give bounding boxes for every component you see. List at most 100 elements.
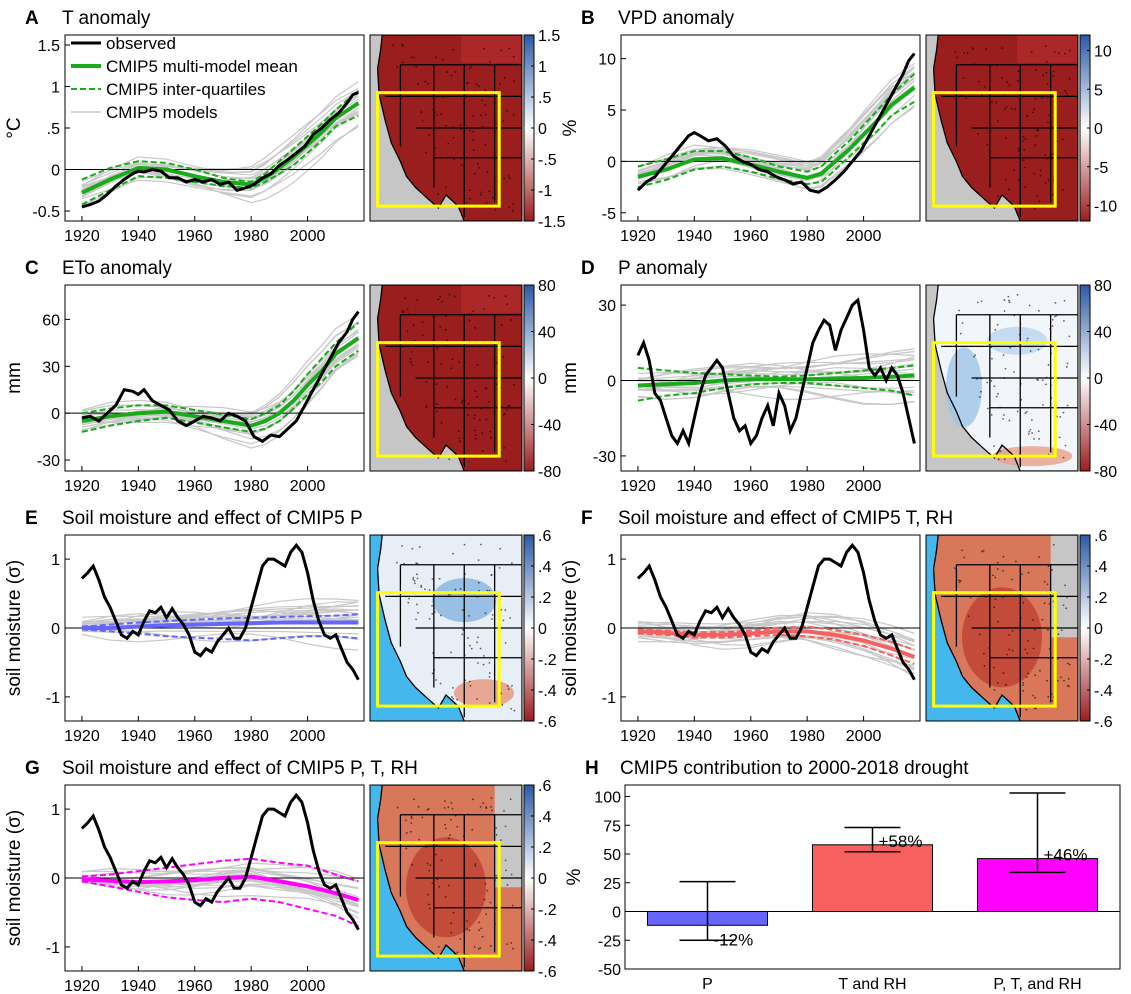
map-stipple	[1006, 653, 1009, 656]
y-tick-label: -5	[602, 206, 616, 223]
map-stipple	[469, 684, 472, 687]
map-stipple	[477, 162, 479, 165]
panel-letter: F	[581, 508, 593, 529]
map-stipple	[459, 938, 462, 940]
map-stipple	[452, 136, 455, 139]
map-stipple	[495, 874, 498, 877]
map-stipple	[471, 828, 474, 831]
plot-area	[65, 542, 364, 681]
map-stipple	[431, 612, 434, 615]
map-stipple	[451, 807, 454, 810]
map-stipple	[435, 679, 437, 681]
map-stipple	[474, 863, 477, 865]
y-tick-label: 50	[603, 847, 621, 864]
map-stipple	[1048, 603, 1051, 605]
map-stipple	[504, 412, 507, 415]
map-stipple	[425, 404, 428, 407]
map-stipple	[484, 882, 487, 885]
panel-title: VPD anomaly	[618, 8, 735, 29]
map-frame	[369, 34, 523, 222]
map-stipple	[458, 437, 461, 440]
map-body	[926, 285, 1078, 471]
map-stipple	[1001, 569, 1004, 572]
map-stipple	[958, 581, 961, 584]
map-stipple	[477, 636, 479, 639]
map-stipple	[500, 608, 503, 611]
map-stipple	[996, 561, 999, 564]
map-stipple	[417, 611, 419, 614]
map-stipple	[1028, 304, 1031, 307]
map-stipple	[1026, 337, 1029, 340]
map-body	[370, 285, 522, 471]
map-stipple	[1042, 74, 1045, 77]
y-tick-label: 30	[42, 359, 60, 376]
map-stipple	[1032, 619, 1034, 621]
map-stipple	[953, 567, 956, 570]
x-tick-label: 1920	[64, 228, 100, 245]
y-tick-label: 0	[51, 871, 60, 888]
map-stipple	[431, 605, 433, 607]
study-region-box	[376, 341, 501, 458]
map-stipple	[478, 166, 480, 169]
map-stipple	[508, 404, 511, 407]
map-stipple	[1031, 432, 1034, 434]
map-stipple	[1051, 325, 1054, 327]
map-stipple	[997, 620, 999, 623]
map-stipple	[482, 654, 485, 657]
map-stipple	[436, 114, 439, 117]
panel-letter: E	[25, 508, 38, 529]
y-tick-label: 0	[51, 163, 60, 180]
map-stipple	[993, 445, 995, 448]
study-region-box	[376, 91, 501, 208]
map-stipple	[1039, 169, 1042, 172]
panel-g: G Soil moisture and effect of CMIP5 P, T,…	[4, 758, 557, 994]
map-stipple	[501, 703, 504, 706]
y-axis-label: %	[560, 119, 581, 136]
y-tick-label: 0	[607, 154, 616, 171]
study-region-box	[932, 91, 1057, 208]
x-tick-label: 2000	[846, 728, 882, 745]
quartile-lower-line	[81, 880, 359, 928]
map-stipple	[491, 196, 494, 199]
y-axis-label: %	[564, 868, 585, 885]
map-stipple	[420, 111, 423, 113]
map-stipple	[449, 834, 451, 837]
map-frame	[369, 784, 523, 972]
map-stipple	[997, 458, 1000, 461]
y-axis-label: mm	[560, 362, 581, 394]
observed-line	[80, 542, 360, 681]
map-stipple	[424, 80, 427, 83]
map-stipple	[502, 413, 505, 416]
map-stipple	[437, 945, 440, 948]
colorbar-tick-label: .2	[1094, 590, 1107, 607]
map-stipple	[489, 901, 492, 904]
map-stipple	[426, 361, 429, 364]
model-line	[81, 126, 359, 200]
model-line	[637, 385, 915, 393]
plot-area	[621, 297, 920, 449]
map-stipple	[402, 44, 405, 47]
map-stipple	[1009, 346, 1012, 349]
map-stipple	[512, 384, 515, 386]
x-tick-label: 1960	[733, 228, 769, 245]
colorbar-tick-label: .5	[538, 90, 551, 107]
map-stipple	[511, 904, 514, 907]
observed-line	[80, 792, 360, 931]
map-stipple	[1067, 677, 1070, 680]
map-stipple	[468, 644, 471, 647]
map-stipple	[506, 883, 509, 886]
x-tick-label: 1960	[177, 478, 213, 495]
map-stipple	[990, 101, 993, 103]
map-stipple	[1051, 568, 1054, 571]
colorbar-tick-label: .6	[538, 778, 551, 795]
map-stipple	[1030, 419, 1033, 422]
map-stipple	[472, 310, 475, 313]
map-stipple	[1060, 676, 1062, 679]
map-stipple	[1047, 121, 1049, 124]
map-stipple	[442, 58, 444, 61]
map-stipple	[993, 385, 996, 388]
map-hot-zone	[461, 35, 522, 63]
map-stipple	[1068, 663, 1071, 666]
map-stipple	[1066, 362, 1069, 365]
bar	[812, 844, 933, 912]
